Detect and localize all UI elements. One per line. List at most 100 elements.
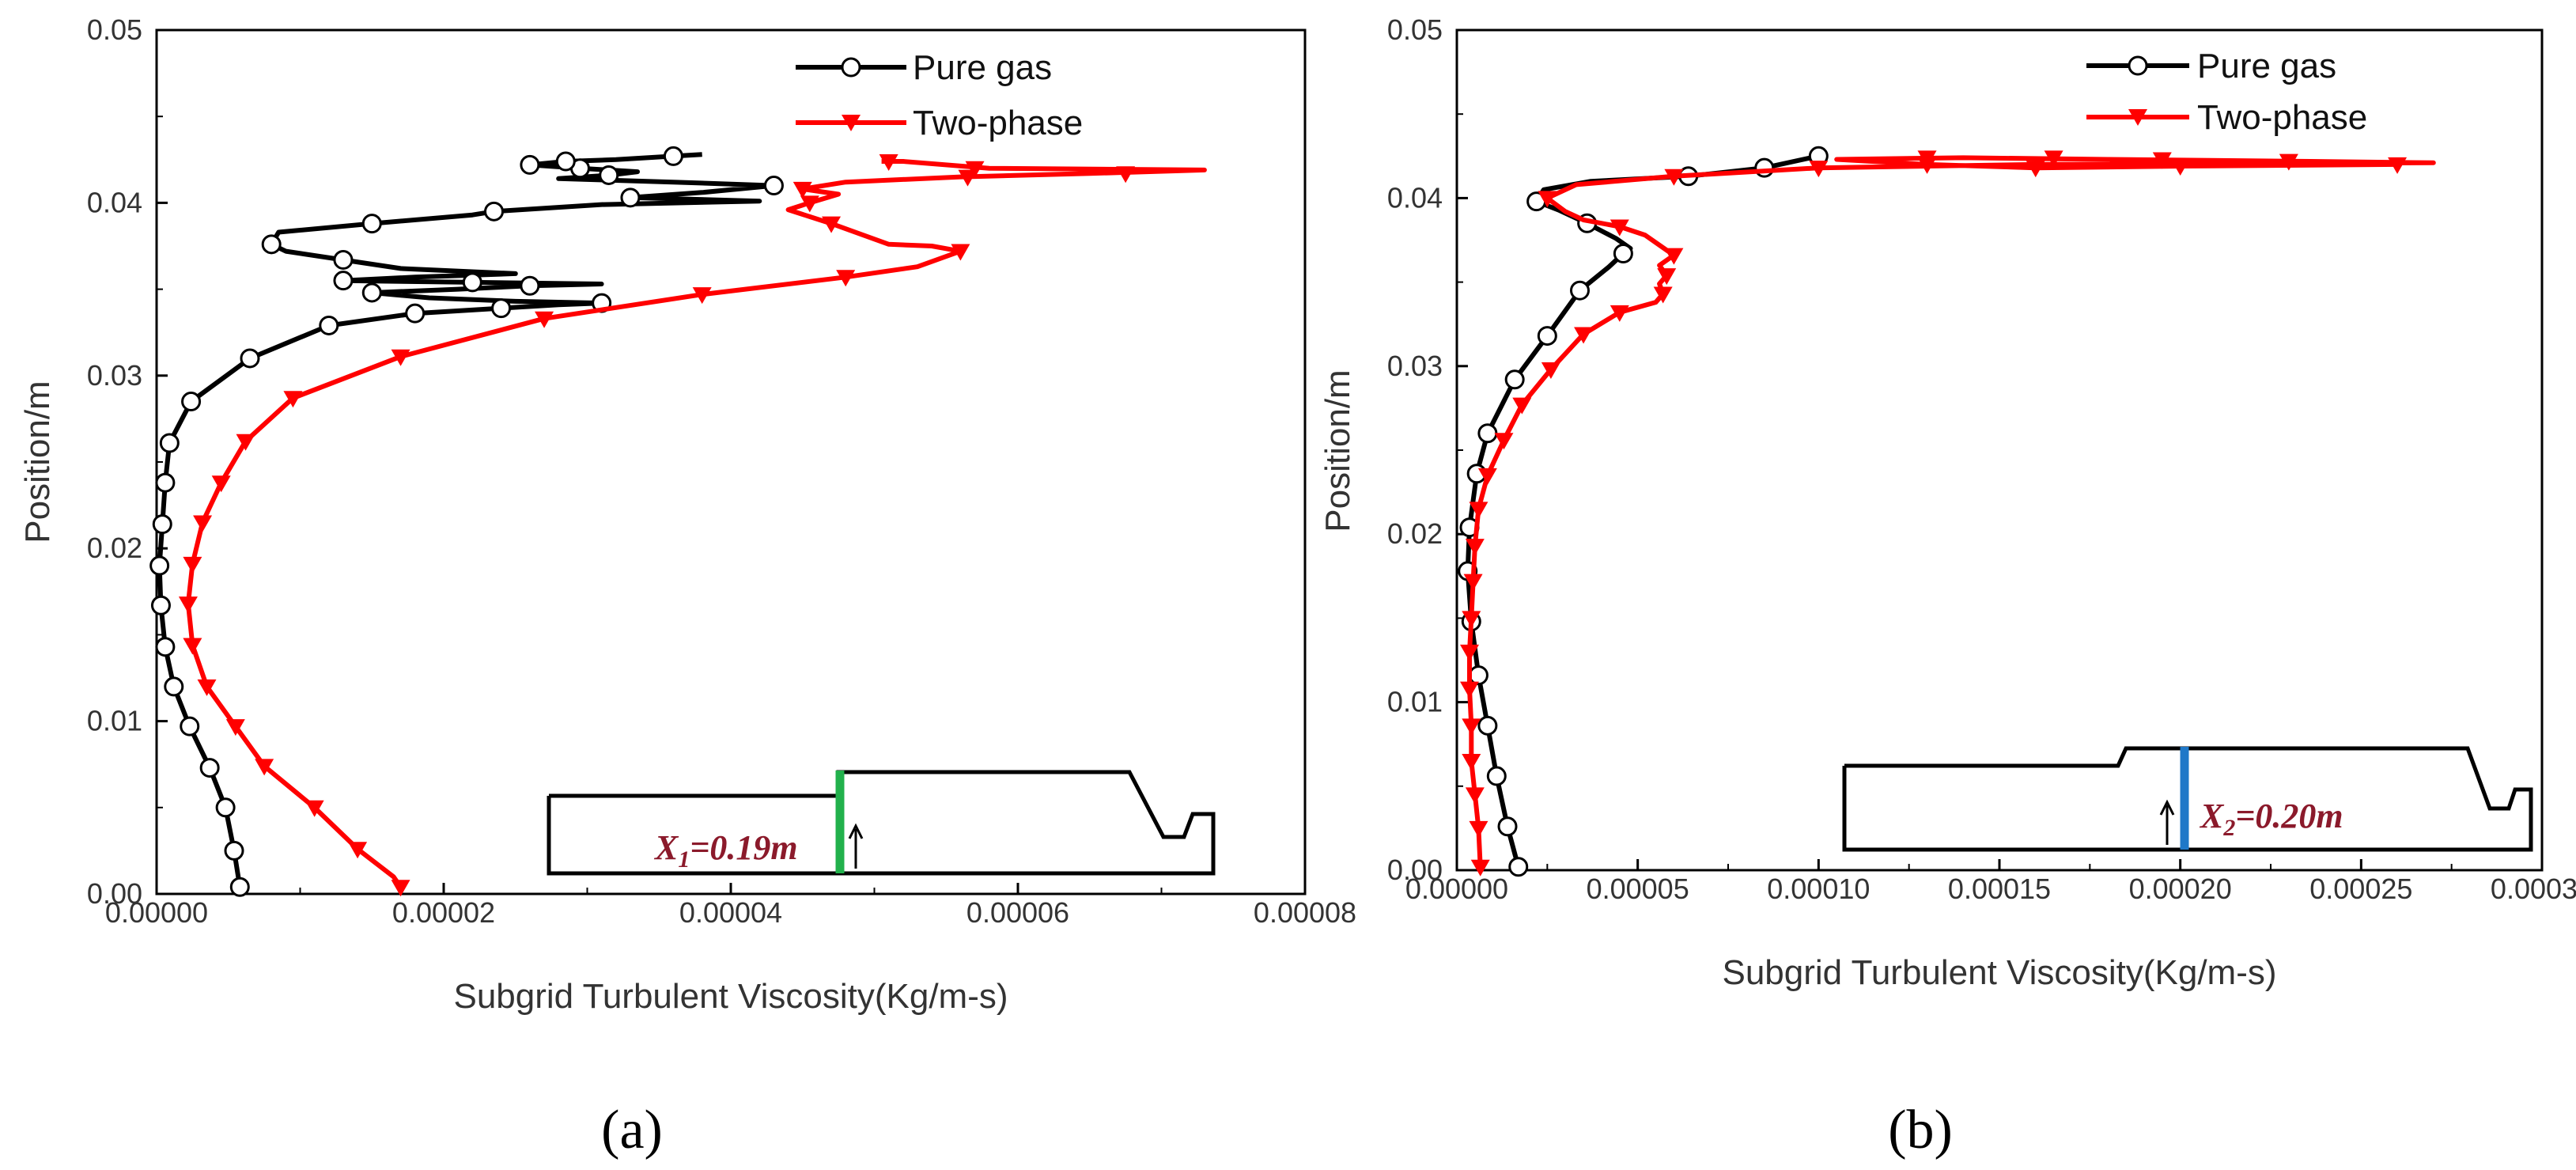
x-axis-title-a: Subgrid Turbulent Viscosity(Kg/m-s) — [453, 977, 1008, 1016]
y-tick-label: 0.03 — [87, 359, 142, 392]
data-point-two-phase — [391, 349, 410, 366]
data-point-pure-gas — [361, 214, 382, 234]
axis-ticks-a: 0.00000 0.00002 0.00004 0.00006 0.00008 0.00 0… — [87, 13, 1356, 929]
data-point-pure-gas — [240, 348, 260, 369]
data-point-pure-gas — [663, 146, 683, 166]
data-point-pure-gas — [319, 315, 339, 335]
data-point-two-phase — [305, 800, 324, 817]
series-group-b — [1458, 146, 2436, 877]
y-tick-label: 0.03 — [1387, 350, 1443, 382]
data-point-two-phase — [836, 270, 856, 287]
data-point-pure-gas — [199, 758, 220, 778]
data-point-two-phase — [1463, 574, 1483, 591]
data-point-two-phase — [1477, 468, 1497, 485]
data-point-two-phase — [178, 596, 198, 614]
data-point-two-phase — [1541, 362, 1560, 380]
inset-label-b: X2=0.20m — [2199, 797, 2343, 841]
inset-label-value-b: =0.20m — [2235, 797, 2343, 835]
legend-marker-pure-gas-b — [2128, 55, 2148, 76]
data-point-two-phase — [183, 556, 202, 574]
data-point-two-phase — [1574, 327, 1594, 344]
data-point-two-phase — [879, 153, 898, 171]
data-point-two-phase — [1469, 502, 1488, 519]
legend-a: Pure gas Two-phase — [796, 48, 1083, 142]
y-axis-title-a: Position/m — [18, 381, 57, 543]
data-point-two-phase — [1465, 539, 1485, 556]
legend-marker-pure-gas-a — [841, 57, 861, 78]
data-point-two-phase — [800, 195, 819, 213]
data-point-two-phase — [1538, 191, 1557, 208]
data-point-pure-gas — [1537, 326, 1557, 346]
inset-label-sub-a: 1 — [678, 846, 690, 873]
data-point-two-phase — [225, 719, 245, 736]
data-point-pure-gas — [1754, 157, 1775, 178]
data-point-pure-gas — [491, 298, 512, 319]
x-tick-label: 0.00000 — [105, 896, 208, 929]
inset-channel-outline-b — [1842, 746, 2533, 852]
y-tick-label: 0.00 — [1387, 854, 1443, 886]
x-tick-label: 0.00005 — [1587, 873, 1689, 905]
data-point-two-phase — [951, 244, 970, 261]
series-line-pure-gas — [1465, 153, 1821, 868]
data-point-pure-gas — [155, 637, 176, 657]
y-tick-label: 0.05 — [1387, 13, 1443, 46]
data-point-two-phase — [1512, 397, 1532, 415]
data-point-two-phase — [2388, 157, 2408, 174]
data-point-two-phase — [692, 287, 712, 305]
data-point-two-phase — [348, 842, 368, 859]
data-point-pure-gas — [1486, 766, 1507, 786]
data-point-two-phase — [2279, 153, 2298, 171]
inset-label-x-a: X — [653, 828, 679, 867]
data-point-two-phase — [1116, 166, 1136, 184]
panel-label-a: (a) — [601, 1100, 663, 1161]
y-axis-title-b: Position/m — [1318, 369, 1357, 532]
inset-label-sub-b: 2 — [2222, 815, 2235, 841]
data-point-pure-gas — [215, 797, 236, 818]
x-tick-label: 0.00020 — [2129, 873, 2232, 905]
plot-frame-a — [155, 28, 1307, 895]
y-tick-label: 0.00 — [87, 877, 142, 910]
y-tick-label: 0.02 — [1387, 517, 1443, 550]
data-point-pure-gas — [229, 877, 250, 897]
data-point-two-phase — [958, 169, 978, 187]
data-point-two-phase — [1610, 219, 1629, 237]
data-point-pure-gas — [462, 272, 482, 293]
data-point-pure-gas — [484, 201, 505, 222]
data-point-pure-gas — [149, 555, 170, 576]
data-point-two-phase — [2170, 159, 2190, 176]
data-point-pure-gas — [333, 271, 354, 291]
y-tick-label: 0.01 — [1387, 686, 1443, 718]
x-tick-label: 0.00015 — [1948, 873, 2051, 905]
y-tick-label: 0.02 — [87, 532, 142, 564]
data-point-two-phase — [1610, 305, 1629, 322]
x-tick-label: 0.00008 — [1254, 896, 1356, 929]
data-point-pure-gas — [1569, 280, 1590, 301]
legend-marker-two-phase-b — [2128, 109, 2147, 126]
data-point-two-phase — [183, 638, 202, 655]
data-point-pure-gas — [150, 595, 171, 615]
x-tick-label: 0.00006 — [966, 896, 1069, 929]
y-tick-label: 0.05 — [87, 13, 142, 46]
data-point-pure-gas — [155, 472, 176, 493]
data-point-two-phase — [1657, 268, 1677, 286]
x-axis-title-b: Subgrid Turbulent Viscosity(Kg/m-s) — [1722, 953, 2276, 992]
legend-label-pure-gas-a: Pure gas — [913, 48, 1052, 87]
x-tick-label: 0.00004 — [679, 896, 782, 929]
x-tick-label: 0.00000 — [1405, 873, 1508, 905]
data-point-pure-gas — [224, 840, 244, 861]
data-point-pure-gas — [1504, 369, 1525, 390]
data-point-pure-gas — [1468, 665, 1488, 686]
data-point-two-phase — [1462, 753, 1481, 771]
x-tick-label: 0.00010 — [1767, 873, 1870, 905]
data-point-pure-gas — [555, 151, 576, 172]
data-point-pure-gas — [405, 303, 426, 324]
data-point-two-phase — [792, 181, 812, 199]
series-group-a — [149, 146, 1207, 897]
data-point-two-phase — [211, 475, 231, 493]
data-point-pure-gas — [159, 433, 180, 453]
data-point-two-phase — [193, 515, 213, 532]
x-tick-label: 0.00025 — [2309, 873, 2412, 905]
data-point-pure-gas — [164, 676, 184, 697]
